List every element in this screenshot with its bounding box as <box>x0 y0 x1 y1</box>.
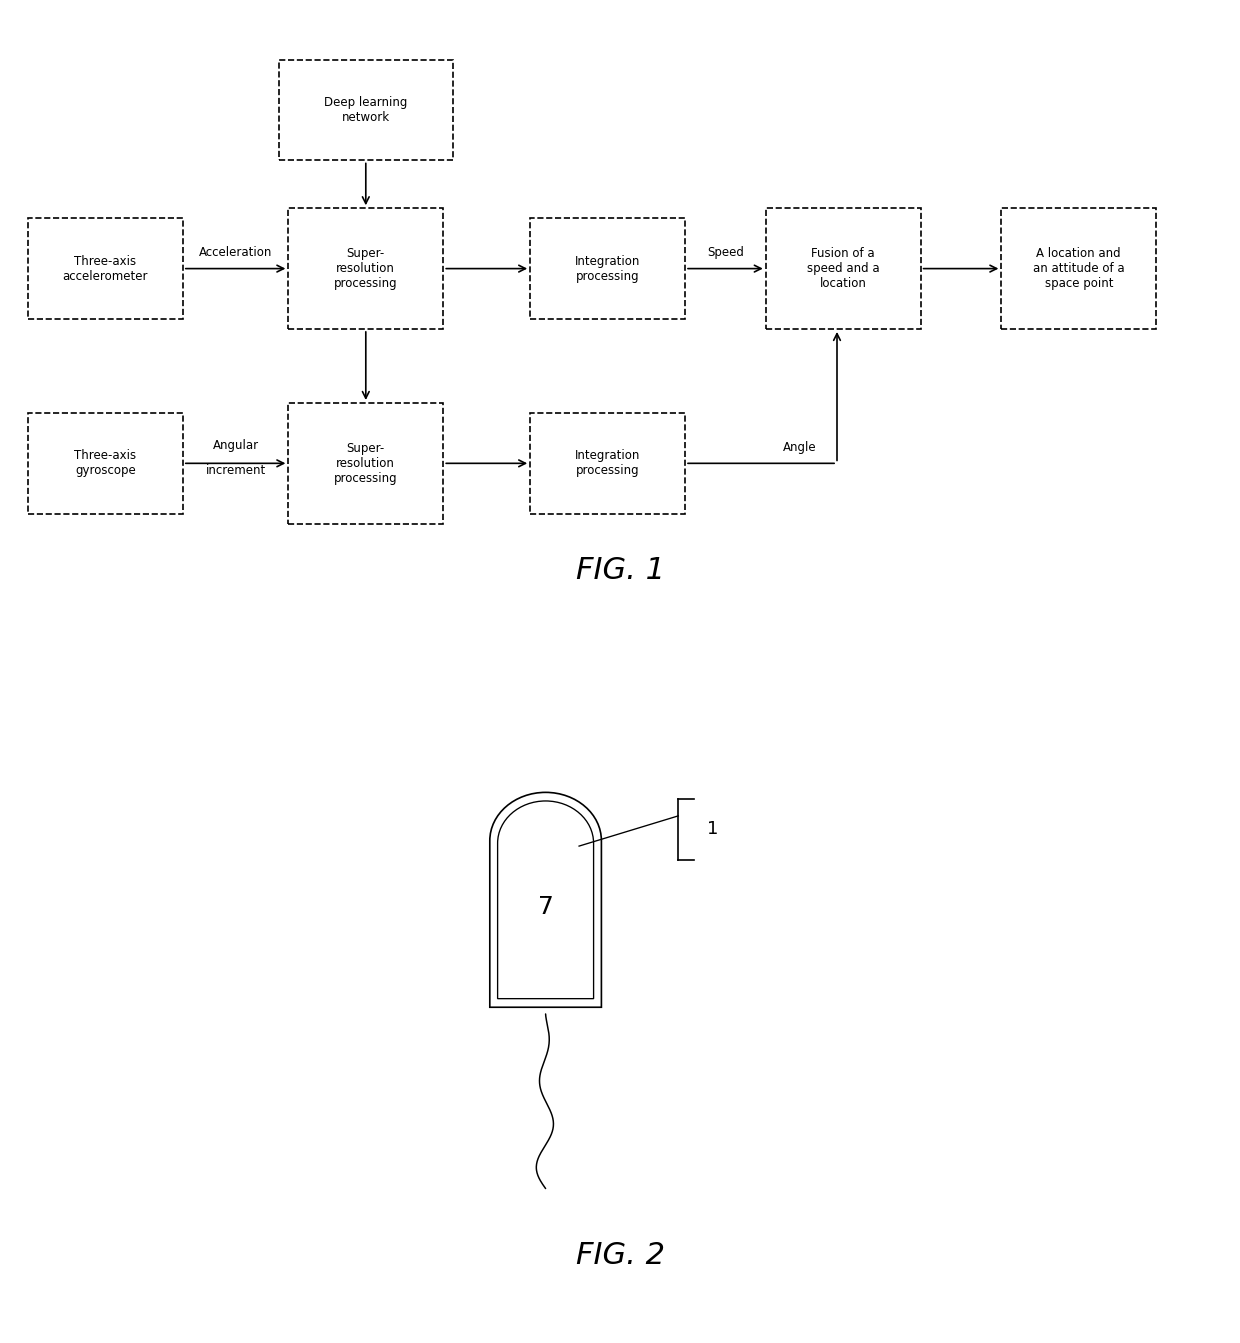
PathPatch shape <box>497 800 594 999</box>
Text: Integration
processing: Integration processing <box>575 450 640 477</box>
Text: Integration
processing: Integration processing <box>575 255 640 282</box>
Text: Acceleration: Acceleration <box>198 246 273 259</box>
Text: Deep learning
network: Deep learning network <box>324 97 408 124</box>
Text: increment: increment <box>206 463 265 477</box>
FancyBboxPatch shape <box>29 414 184 513</box>
Text: 7: 7 <box>538 894 553 919</box>
FancyBboxPatch shape <box>531 218 684 318</box>
FancyBboxPatch shape <box>29 218 184 318</box>
Text: Super-
resolution
processing: Super- resolution processing <box>334 247 398 290</box>
FancyBboxPatch shape <box>288 208 444 329</box>
Text: FIG. 2: FIG. 2 <box>575 1241 665 1270</box>
FancyBboxPatch shape <box>766 208 920 329</box>
Text: 1: 1 <box>707 821 719 838</box>
Text: Super-
resolution
processing: Super- resolution processing <box>334 442 398 485</box>
Text: A location and
an attitude of a
space point: A location and an attitude of a space po… <box>1033 247 1125 290</box>
Text: FIG. 1: FIG. 1 <box>575 556 665 586</box>
FancyBboxPatch shape <box>531 414 684 513</box>
Text: Angle: Angle <box>782 441 817 454</box>
Text: Three-axis
accelerometer: Three-axis accelerometer <box>63 255 148 282</box>
FancyBboxPatch shape <box>288 403 444 524</box>
FancyBboxPatch shape <box>279 59 453 160</box>
Text: Three-axis
gyroscope: Three-axis gyroscope <box>74 450 136 477</box>
FancyBboxPatch shape <box>1002 208 1156 329</box>
Text: Angular: Angular <box>212 439 259 453</box>
PathPatch shape <box>490 792 601 1007</box>
Text: Fusion of a
speed and a
location: Fusion of a speed and a location <box>807 247 879 290</box>
Text: Speed: Speed <box>707 246 744 259</box>
